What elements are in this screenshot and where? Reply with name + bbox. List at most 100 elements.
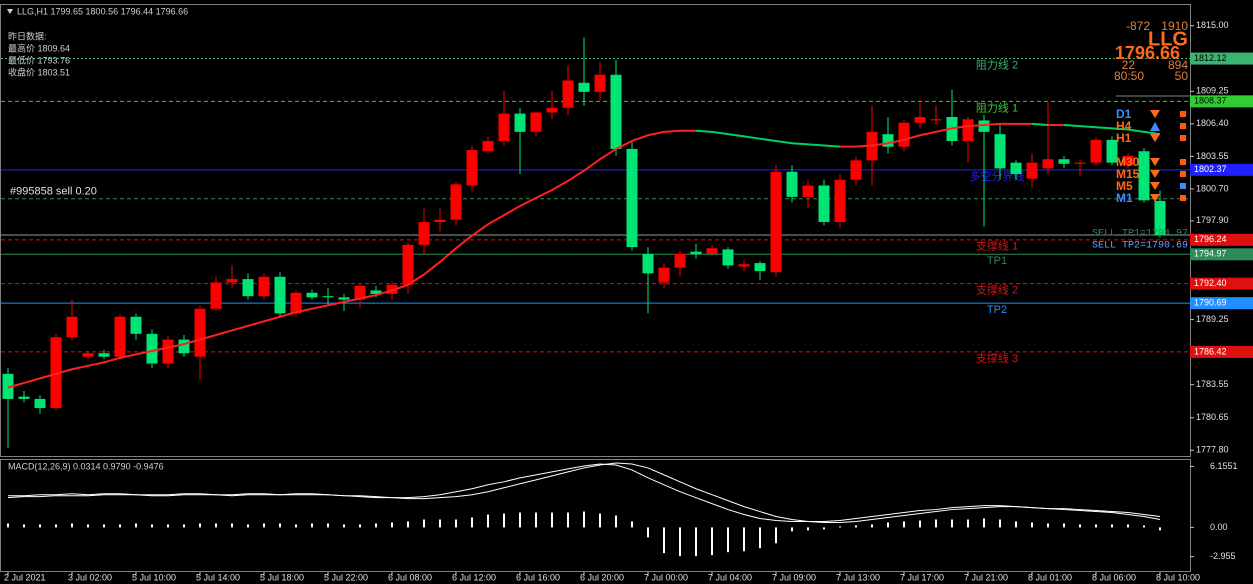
- candle-body: [722, 249, 734, 266]
- info-value: 894: [1168, 58, 1188, 72]
- candle-body: [146, 333, 158, 364]
- candle-body: [498, 113, 510, 141]
- candle-body: [226, 279, 238, 283]
- x-tick-label: 6 Jul 20:00: [580, 572, 624, 582]
- candle-body: [770, 171, 782, 273]
- y-tick-label: 1783.55: [1196, 379, 1229, 389]
- x-tick-label: 2 Jul 2021: [4, 572, 46, 582]
- candle-body: [210, 282, 222, 309]
- macd-bar: [343, 524, 345, 528]
- macd-bar: [151, 524, 153, 528]
- candle-body: [82, 353, 94, 357]
- macd-bar: [935, 519, 937, 528]
- macd-bar: [583, 511, 585, 528]
- level-label: TP1: [987, 255, 1007, 267]
- candle-body: [674, 253, 686, 268]
- candle-body: [1090, 139, 1102, 163]
- signal-arrow: [1150, 182, 1160, 190]
- candle-body: [450, 184, 462, 220]
- candle-body: [178, 339, 190, 354]
- candle-body: [930, 119, 942, 121]
- candle-body: [642, 253, 654, 274]
- macd-bar: [7, 523, 9, 528]
- macd-bar: [679, 527, 681, 557]
- macd-bar: [519, 512, 521, 528]
- macd-bar: [1015, 521, 1017, 528]
- yesterday-title: 昨日数据:: [8, 30, 47, 41]
- y-tick-label: 1809.25: [1196, 86, 1229, 96]
- level-label: #995858 sell 0.20: [10, 186, 97, 198]
- macd-bar: [631, 521, 633, 528]
- macd-bar: [1047, 523, 1049, 528]
- candle-body: [738, 264, 750, 267]
- candle-body: [802, 185, 814, 197]
- macd-bar: [615, 515, 617, 528]
- tp-note: SELL TP2=1790.69: [1092, 241, 1188, 252]
- candle-body: [818, 185, 830, 223]
- candle-body: [1042, 159, 1054, 169]
- timeframe: M5: [1116, 179, 1133, 193]
- signal-square: [1180, 135, 1186, 141]
- candle-body: [338, 297, 350, 300]
- candle-body: [386, 284, 398, 294]
- level-price-label: 1786.42: [1194, 346, 1227, 356]
- candle-body: [914, 117, 926, 123]
- candle-body: [690, 251, 702, 254]
- level-label: 支撑线 1: [976, 239, 1018, 253]
- level-price-label: 1796.24: [1194, 234, 1227, 244]
- signal-arrow: [1150, 194, 1160, 202]
- macd-line: [7, 462, 1161, 523]
- menu-arrow[interactable]: [7, 9, 13, 14]
- yesterday-line: 最低价 1793.76: [8, 54, 70, 65]
- macd-frame: [0, 459, 1191, 572]
- x-tick-label: 5 Jul 10:00: [132, 572, 176, 582]
- signal-arrow: [1150, 170, 1160, 178]
- macd-bar: [407, 521, 409, 528]
- macd-bar: [839, 526, 841, 528]
- macd-bar: [199, 523, 201, 528]
- macd-bar: [567, 512, 569, 528]
- macd-bar: [1159, 527, 1161, 531]
- macd-bar: [119, 524, 121, 528]
- candle-body: [322, 296, 334, 298]
- level-price-label: 1790.69: [1194, 298, 1227, 308]
- level-price-label: 1808.37: [1194, 96, 1227, 106]
- y-tick-label: 1789.25: [1196, 314, 1229, 324]
- x-tick-label: 7 Jul 13:00: [836, 572, 880, 582]
- level-price-box: [1190, 248, 1253, 261]
- candle-body: [50, 337, 62, 409]
- x-tick-label: 8 Jul 06:00: [1092, 572, 1136, 582]
- level-price-label: 1792.40: [1194, 278, 1227, 288]
- candle-body: [546, 107, 558, 113]
- y-tick-label: 1815.00: [1196, 20, 1229, 30]
- level-price-label: 1812.12: [1194, 53, 1227, 63]
- macd-bar: [423, 519, 425, 528]
- candle-body: [994, 134, 1006, 169]
- macd-bar: [391, 522, 393, 528]
- main-frame: [0, 4, 1191, 457]
- info-value: 1910: [1161, 19, 1188, 33]
- info-price: 1796.66: [1115, 43, 1180, 63]
- x-tick-label: 3 Jul 02:00: [68, 572, 112, 582]
- info-value: -872: [1126, 19, 1150, 33]
- x-tick-label: 7 Jul 04:00: [708, 572, 752, 582]
- signal-square: [1180, 183, 1186, 189]
- macd-bar: [647, 527, 649, 538]
- macd-bar: [71, 523, 73, 528]
- candle-body: [370, 290, 382, 294]
- macd-bar: [695, 527, 697, 557]
- macd-bar: [1095, 524, 1097, 528]
- candle-body: [482, 140, 494, 152]
- x-tick-label: 7 Jul 09:00: [772, 572, 816, 582]
- macd-bar: [1063, 523, 1065, 528]
- candle-body: [98, 353, 110, 357]
- candle-body: [834, 179, 846, 223]
- y-tick-label: 1780.65: [1196, 412, 1229, 422]
- candle-body: [594, 74, 606, 92]
- candle-body: [1074, 162, 1086, 164]
- x-tick-label: 8 Jul 10:00: [1156, 572, 1200, 582]
- candle-body: [530, 112, 542, 132]
- macd-bar: [823, 527, 825, 530]
- candle-body: [66, 316, 78, 338]
